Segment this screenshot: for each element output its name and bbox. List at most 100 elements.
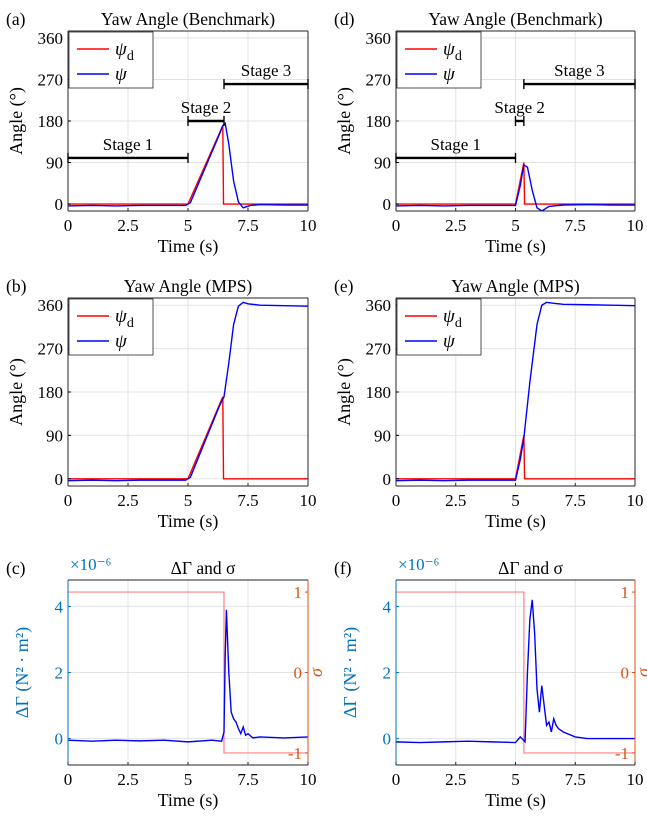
x-tick-label: 5 bbox=[511, 216, 520, 235]
panel-label: (e) bbox=[334, 276, 354, 296]
chart-panel-a: 0 2.5 5 7.5 10 0 90 180 270 360 Time (s) Angle (°) Y… bbox=[6, 9, 317, 257]
x-axis-label: Time (s) bbox=[485, 236, 546, 257]
x-tick-label: 10 bbox=[300, 216, 317, 235]
stage-annotation: Stage 1 bbox=[395, 135, 517, 163]
series-line-0 bbox=[396, 591, 635, 754]
legend-label: ψ bbox=[115, 331, 128, 352]
exponent-label: ×10⁻⁶ bbox=[70, 555, 112, 574]
y-tick-label: 4 bbox=[383, 597, 392, 616]
chart-title: ΔΓ and σ bbox=[498, 558, 563, 578]
series-line-0 bbox=[68, 591, 308, 754]
legend-label: ψd bbox=[443, 39, 462, 64]
y2-tick-label: 1 bbox=[621, 583, 630, 602]
y-tick-label: 2 bbox=[55, 664, 64, 683]
x-tick-label: 2.5 bbox=[117, 770, 138, 789]
legend: ψdψ bbox=[396, 31, 482, 89]
y-axis-label: ΔΓ (N² · m²) bbox=[340, 627, 361, 718]
x-tick-label: 0 bbox=[64, 770, 73, 789]
x-tick-label: 5 bbox=[184, 216, 193, 235]
chart-title: Yaw Angle (MPS) bbox=[451, 276, 580, 296]
stage-annotation: Stage 3 bbox=[223, 61, 309, 90]
y-tick-label: 360 bbox=[366, 29, 392, 48]
x-axis-label: Time (s) bbox=[158, 790, 219, 811]
y2-tick-label: -1 bbox=[288, 744, 302, 763]
series-line-0 bbox=[68, 396, 308, 480]
y-tick-label: 0 bbox=[55, 730, 64, 749]
x-tick-label: 5 bbox=[184, 491, 193, 510]
x-tick-label: 0 bbox=[64, 491, 73, 510]
x-tick-label: 0 bbox=[64, 216, 73, 235]
x-axis-label: Time (s) bbox=[158, 236, 219, 257]
y-axis-label: Angle (°) bbox=[334, 358, 355, 426]
chart-title: ΔΓ and σ bbox=[171, 558, 236, 578]
stage-label: Stage 1 bbox=[103, 135, 154, 154]
y-tick-label: 270 bbox=[366, 340, 392, 359]
x-tick-label: 10 bbox=[627, 216, 644, 235]
series-line-1 bbox=[68, 301, 308, 482]
y-tick-label: 0 bbox=[383, 195, 392, 214]
legend-label: ψ bbox=[443, 64, 456, 85]
y-tick-label: 180 bbox=[366, 112, 392, 131]
x-tick-label: 2.5 bbox=[117, 216, 138, 235]
chart-panel-f: 0 2.5 5 7.5 10 0 2 4 -1 0 1 σ ×10⁻⁶ Time (s) ΔΓ (N² · … bbox=[334, 555, 647, 811]
x-tick-label: 7.5 bbox=[237, 491, 258, 510]
chart-panel-c: 0 2.5 5 7.5 10 0 2 4 -1 0 1 σ ×10⁻⁶ Time (s) ΔΓ (N² · … bbox=[6, 555, 326, 811]
y-tick-label: 360 bbox=[38, 296, 64, 315]
chart-panel-d: 0 2.5 5 7.5 10 0 90 180 270 360 Time (s) Angle (°) Y… bbox=[334, 9, 644, 257]
legend: ψdψ bbox=[396, 298, 482, 356]
stage-label: Stage 3 bbox=[554, 61, 605, 80]
stage-annotation: Stage 2 bbox=[181, 98, 231, 126]
legend-label: ψ bbox=[443, 331, 456, 352]
legend-box bbox=[68, 298, 154, 356]
chart-panel-b: 0 2.5 5 7.5 10 0 90 180 270 360 Time (s) Angle (°) Y… bbox=[6, 276, 317, 532]
x-tick-label: 5 bbox=[511, 770, 520, 789]
x-tick-label: 0 bbox=[392, 770, 401, 789]
stage-label: Stage 3 bbox=[241, 61, 292, 80]
stage-annotation: Stage 2 bbox=[494, 98, 545, 126]
legend: ψdψ bbox=[68, 31, 154, 89]
y-tick-label: 4 bbox=[55, 597, 64, 616]
y-axis-label: ΔΓ (N² · m²) bbox=[12, 627, 33, 718]
x-tick-label: 0 bbox=[392, 216, 401, 235]
x-tick-label: 2.5 bbox=[445, 491, 466, 510]
y-axis-label: Angle (°) bbox=[334, 87, 355, 155]
y-tick-label: 0 bbox=[55, 195, 64, 214]
series-line-1 bbox=[68, 609, 308, 743]
legend-label: ψd bbox=[115, 306, 134, 331]
chart-title: Yaw Angle (MPS) bbox=[124, 276, 253, 296]
x-axis-label: Time (s) bbox=[485, 511, 546, 532]
y-tick-label: 270 bbox=[38, 340, 64, 359]
series-line-1 bbox=[396, 163, 635, 211]
y2-tick-label: 1 bbox=[294, 583, 303, 602]
panel-label: (a) bbox=[6, 9, 26, 29]
y-tick-label: 90 bbox=[374, 154, 391, 173]
stage-label: Stage 1 bbox=[430, 135, 481, 154]
x-tick-label: 5 bbox=[511, 491, 520, 510]
x-axis-label: Time (s) bbox=[485, 790, 546, 811]
x-tick-label: 2.5 bbox=[445, 216, 466, 235]
x-tick-label: 7.5 bbox=[565, 770, 586, 789]
y-tick-label: 180 bbox=[366, 383, 392, 402]
y2-axis-label: σ bbox=[633, 667, 647, 677]
chart-title: Yaw Angle (Benchmark) bbox=[101, 9, 275, 29]
stage-annotation: Stage 3 bbox=[523, 61, 636, 90]
y-tick-label: 180 bbox=[38, 112, 64, 131]
x-tick-label: 7.5 bbox=[237, 216, 258, 235]
legend-box bbox=[68, 31, 154, 89]
panel-label: (d) bbox=[334, 9, 355, 29]
chart-panel-e: 0 2.5 5 7.5 10 0 90 180 270 360 Time (s) Angle (°) Y… bbox=[334, 276, 644, 532]
x-tick-label: 10 bbox=[627, 770, 644, 789]
y-tick-label: 0 bbox=[55, 470, 64, 489]
legend-label: ψd bbox=[443, 306, 462, 331]
x-tick-label: 2.5 bbox=[117, 491, 138, 510]
x-axis-label: Time (s) bbox=[158, 511, 219, 532]
y-tick-label: 90 bbox=[374, 426, 391, 445]
series-line-1 bbox=[396, 301, 635, 482]
legend-label: ψd bbox=[115, 39, 134, 64]
exponent-label: ×10⁻⁶ bbox=[398, 555, 440, 574]
x-tick-label: 2.5 bbox=[445, 770, 466, 789]
x-tick-label: 7.5 bbox=[565, 491, 586, 510]
y-tick-label: 270 bbox=[38, 70, 64, 89]
y-tick-label: 270 bbox=[366, 70, 392, 89]
